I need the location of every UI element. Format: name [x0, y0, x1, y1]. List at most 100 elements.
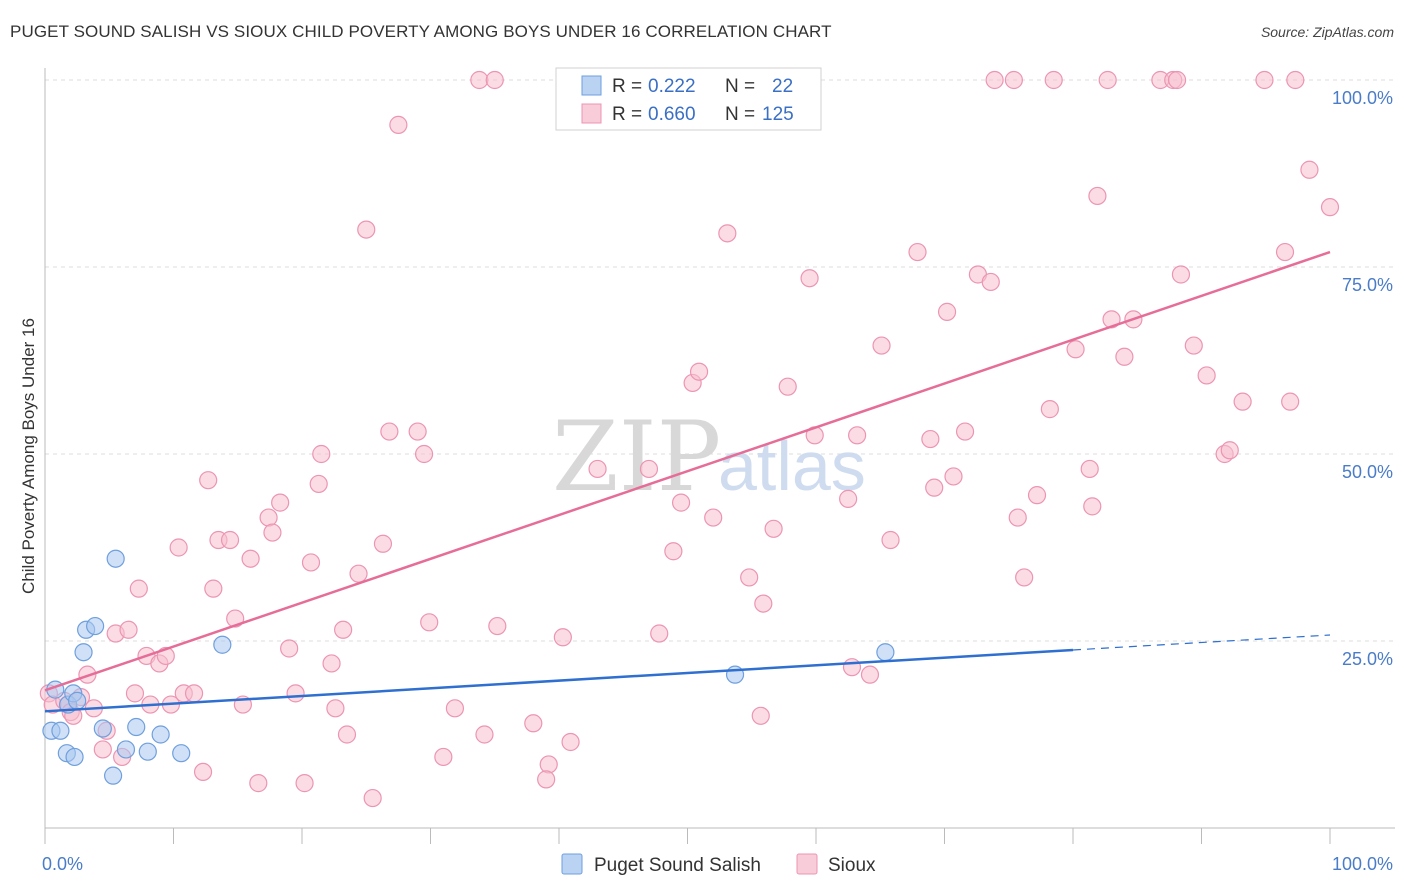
watermark-zip: ZIP: [552, 401, 721, 513]
sioux-point-106: [1088, 186, 1107, 206]
series-legend-swatch-salish: [561, 853, 583, 875]
sioux-point-80: [800, 269, 819, 288]
salish-trend-line: [44, 648, 1074, 713]
trend-lines: [44, 250, 1331, 713]
legend-swatch-salish: [581, 75, 602, 96]
sioux-point-15: [129, 579, 148, 598]
sioux-point-90: [925, 478, 944, 497]
x-tick-labels: 0.0% 100.0%: [42, 854, 1393, 874]
sioux-point-123: [1286, 70, 1305, 90]
sioux-point-64: [553, 628, 572, 647]
sioux-point-37: [286, 684, 305, 703]
sioux-point-28: [220, 530, 240, 550]
y-tick-label-0: 25.0%: [1342, 649, 1393, 669]
y-tick-labels: 25.0% 50.0% 75.0% 100.0%: [1332, 88, 1393, 669]
sioux-point-47: [357, 220, 376, 239]
salish-point-13: [106, 549, 125, 568]
sioux-point-38: [295, 774, 314, 793]
sioux-point-102: [1044, 70, 1063, 90]
salish-point-18: [172, 744, 191, 763]
legend-n-value-salish: 22: [772, 76, 793, 97]
sioux-point-107: [1098, 70, 1117, 90]
legend-r-value-salish: 0.222: [648, 76, 696, 97]
sioux-point-56: [445, 699, 465, 718]
legend-swatch-sioux: [581, 103, 602, 124]
sioux-point-53: [414, 444, 434, 464]
sioux-point-115: [1184, 336, 1203, 355]
sioux-point-45: [337, 725, 357, 744]
sioux-point-68: [650, 624, 669, 643]
sioux-point-122: [1281, 392, 1300, 411]
sioux-point-121: [1275, 242, 1295, 262]
x-tick-label-1: 100.0%: [1332, 854, 1393, 874]
series-legend-swatch-sioux: [796, 853, 818, 875]
sioux-point-25: [199, 471, 218, 490]
sioux-point-43: [326, 699, 345, 718]
source-label: Source: ZipAtlas.com: [1260, 24, 1394, 40]
salish-point-10: [86, 616, 105, 636]
sioux-point-119: [1233, 392, 1252, 411]
sioux-point-58: [475, 725, 494, 744]
sioux-point-125: [1320, 198, 1340, 217]
sioux-point-95: [981, 272, 1000, 292]
sioux-point-14: [125, 684, 145, 703]
salish-point-19: [213, 635, 232, 654]
legend-r-label-sioux: R =: [612, 104, 642, 125]
sioux-point-51: [389, 115, 408, 134]
sioux-point-73: [704, 508, 723, 527]
sioux-point-96: [985, 70, 1004, 90]
sioux-point-120: [1255, 70, 1274, 90]
salish-point-6: [65, 747, 84, 767]
sioux-point-13: [119, 620, 138, 639]
sioux-point-97: [1004, 70, 1023, 90]
salish-point-21: [876, 643, 895, 662]
sioux-point-76: [754, 594, 773, 613]
sioux-point-89: [921, 429, 940, 449]
sioux-point-88: [908, 242, 927, 262]
legend-r-value-sioux: 0.660: [648, 104, 696, 125]
salish-trend-extension: [1072, 634, 1331, 651]
salish-point-12: [104, 766, 123, 785]
sioux-point-99: [1015, 568, 1034, 587]
sioux-point-65: [561, 732, 580, 752]
sioux-point-41: [312, 444, 331, 464]
sioux-point-114: [1171, 265, 1191, 284]
sioux-point-52: [408, 422, 427, 441]
y-tick-label-1: 50.0%: [1342, 462, 1393, 482]
sioux-point-75: [740, 568, 759, 587]
sioux-point-104: [1080, 459, 1099, 479]
salish-point-15: [127, 717, 146, 737]
sioux-point-91: [937, 302, 957, 321]
sioux-point-21: [169, 538, 188, 557]
series-legend: Puget Sound Salish Sioux: [561, 853, 876, 876]
salish-point-14: [116, 740, 136, 759]
sioux-point-113: [1167, 70, 1187, 90]
sioux-point-33: [259, 508, 278, 527]
sioux-point-55: [434, 747, 453, 767]
sioux-point-72: [689, 362, 709, 381]
sioux-point-100: [1027, 486, 1047, 505]
sioux-point-44: [334, 620, 353, 639]
sioux-point-84: [848, 426, 867, 445]
sioux-point-46: [349, 564, 368, 583]
sioux-point-9: [93, 740, 112, 759]
sioux-point-60: [488, 616, 507, 636]
sioux-point-59: [485, 70, 504, 90]
sioux-point-103: [1066, 340, 1085, 359]
watermark: ZIP atlas: [552, 401, 866, 513]
salish-point-17: [151, 725, 170, 744]
chart-title: PUGET SOUND SALISH VS SIOUX CHILD POVERT…: [10, 22, 832, 41]
sioux-point-50: [380, 422, 399, 441]
series-legend-label-salish: Puget Sound Salish: [594, 855, 761, 876]
sioux-point-66: [588, 459, 607, 479]
salish-point-7: [68, 691, 87, 710]
sioux-point-116: [1197, 366, 1216, 385]
sioux-point-105: [1083, 497, 1102, 516]
correlation-legend: R = 0.222 N = 22 R = 0.660 N = 125: [555, 67, 822, 131]
sioux-point-62: [539, 755, 558, 774]
legend-n-value-sioux: 125: [762, 104, 794, 125]
sioux-point-98: [1008, 508, 1027, 527]
sioux-point-101: [1040, 400, 1059, 419]
sioux-point-39: [301, 553, 321, 572]
sioux-point-82: [839, 489, 858, 508]
